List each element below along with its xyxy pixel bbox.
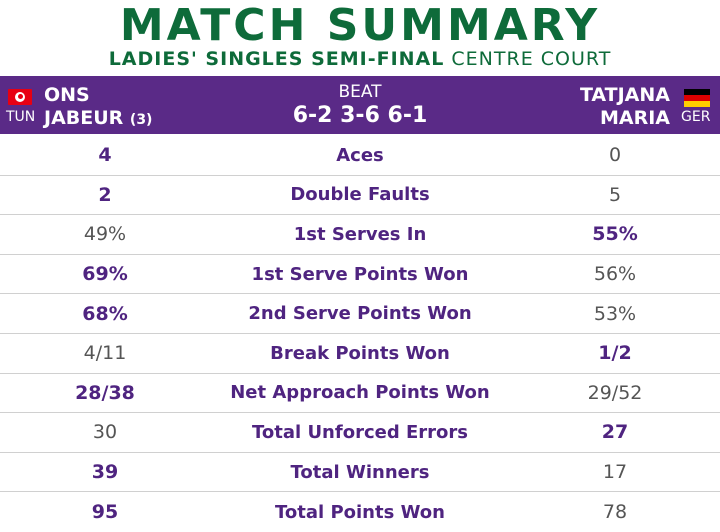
stat-row: 68% 2nd Serve Points Won 53%: [0, 294, 720, 334]
stat-label: Aces: [336, 144, 384, 166]
player1-stat-value: 39: [91, 461, 119, 484]
stat-row: 30 Total Unforced Errors 27: [0, 413, 720, 453]
player1-stat-value: 69%: [82, 263, 128, 286]
stat-row: 95 Total Points Won 78: [0, 492, 720, 532]
player1-surname: JABEUR: [44, 107, 124, 129]
player1-seed: (3): [129, 112, 153, 128]
player2-stat-value: 29/52: [587, 381, 643, 404]
stat-row: 4 Aces 0: [0, 136, 720, 176]
stat-row: 2 Double Faults 5: [0, 176, 720, 216]
player2-first-name: TATJANA: [579, 84, 670, 106]
player2-stat-value: 0: [608, 144, 622, 167]
match-result: BEAT: [338, 82, 382, 102]
stat-row: 49% 1st Serves In 55%: [0, 215, 720, 255]
player1-stat-value: 2: [98, 183, 112, 206]
stat-row: 69% 1st Serve Points Won 56%: [0, 255, 720, 295]
stat-label: 1st Serve Points Won: [251, 263, 469, 285]
player2-country: GER: [681, 109, 711, 125]
player1-stat-value: 28/38: [75, 381, 135, 404]
player2-stat-value: 53%: [593, 302, 637, 325]
player1-stat-value: 4/11: [83, 342, 127, 365]
stat-label: Total Unforced Errors: [252, 421, 468, 443]
stat-label: Total Winners: [290, 461, 430, 483]
stat-label: Net Approach Points Won: [230, 382, 490, 404]
player2-stat-value: 27: [601, 421, 629, 444]
player2-stat-value: 17: [602, 461, 628, 484]
stat-label: Total Points Won: [275, 501, 445, 523]
match-score: 6-2 3-6 6-1: [292, 103, 428, 128]
stat-label: 1st Serves In: [293, 223, 427, 245]
stat-row: 39 Total Winners 17: [0, 453, 720, 493]
player1-last-name: JABEUR (3): [44, 107, 152, 131]
player2-stat-value: 56%: [593, 263, 637, 286]
player1-stat-value: 68%: [82, 302, 128, 325]
stat-row: 4/11 Break Points Won 1/2: [0, 334, 720, 374]
event-subtitle: LADIES' SINGLES SEMI-FINAL CENTRE COURT: [0, 47, 720, 71]
stat-row: 28/38 Net Approach Points Won 29/52: [0, 374, 720, 414]
page-title: MATCH SUMMARY: [119, 0, 601, 51]
player1-first-name: ONS: [44, 84, 90, 106]
stat-label: Break Points Won: [270, 342, 450, 364]
player2-last-name: MARIA: [599, 107, 670, 129]
germany-flag-icon: [684, 89, 710, 107]
player1-stat-value: 30: [92, 421, 118, 444]
court-name: CENTRE COURT: [451, 48, 612, 70]
stat-label: Double Faults: [290, 184, 430, 206]
player1-stat-value: 4: [98, 144, 112, 167]
player2-stat-value: 78: [602, 501, 628, 524]
stat-label: 2nd Serve Points Won: [248, 303, 472, 325]
stats-table: 4 Aces 0 2 Double Faults 5 49% 1st Serves In 55%…: [0, 136, 720, 532]
player1-stat-value: 49%: [83, 223, 127, 246]
tunisia-flag-icon: [8, 89, 32, 105]
players-banner: TUN ONS JABEUR (3) BEAT 6-2 3-6 6-1 TATJ…: [0, 76, 720, 134]
player2-stat-value: 5: [608, 183, 622, 206]
player2-stat-value: 1/2: [598, 342, 632, 365]
event-name: LADIES' SINGLES SEMI-FINAL: [108, 48, 445, 70]
player2-stat-value: 55%: [592, 223, 638, 246]
player1-stat-value: 95: [91, 501, 119, 524]
player1-country: TUN: [6, 109, 36, 125]
